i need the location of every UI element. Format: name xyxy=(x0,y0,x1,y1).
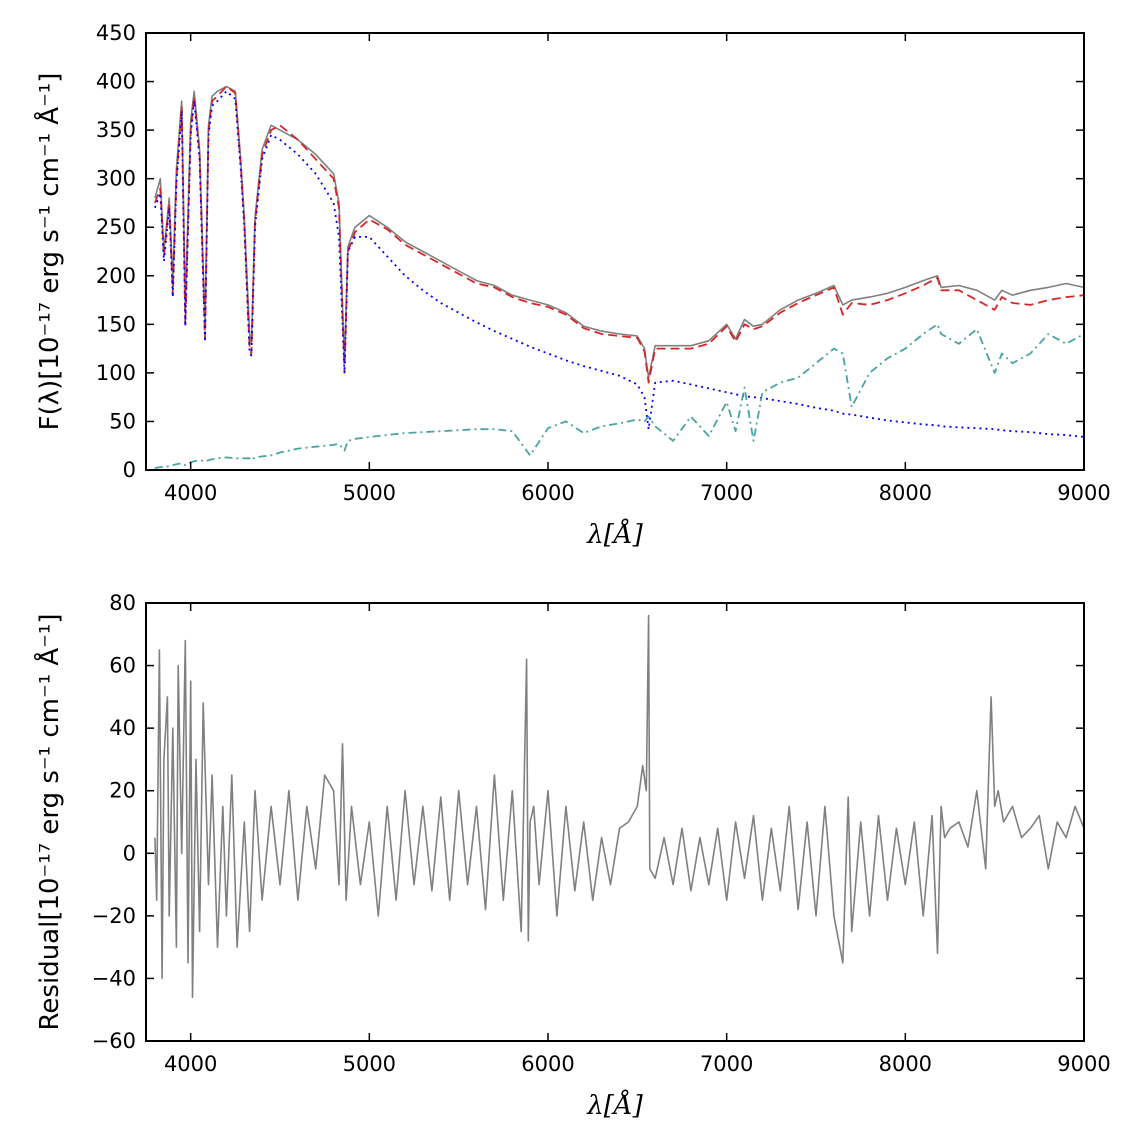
x-tick-label: 6000 xyxy=(521,481,574,505)
y-tick-label: 450 xyxy=(96,21,136,45)
x-tick-label: 7000 xyxy=(700,1052,753,1076)
y-tick-label: −40 xyxy=(92,966,136,990)
y-tick-label: 250 xyxy=(96,215,136,239)
x-tick-label: 6000 xyxy=(521,1052,574,1076)
y-tick-label: −60 xyxy=(92,1029,136,1053)
y-tick-label: 0 xyxy=(123,458,136,482)
y-tick-label: 200 xyxy=(96,264,136,288)
y-tick-label: 400 xyxy=(96,70,136,94)
y-tick-label: 20 xyxy=(109,779,136,803)
axes-frame xyxy=(145,602,1085,1042)
x-tick-label: 8000 xyxy=(879,481,932,505)
x-axis-label: λ[Å] xyxy=(586,518,643,550)
y-axis-label: Residual[10⁻¹⁷ erg s⁻¹ cm⁻¹ Å⁻¹] xyxy=(33,614,65,1031)
x-tick-label: 5000 xyxy=(343,1052,396,1076)
y-tick-label: 80 xyxy=(109,591,136,615)
y-tick-label: 350 xyxy=(96,118,136,142)
x-tick-label: 5000 xyxy=(343,481,396,505)
series-line-model xyxy=(154,85,1084,384)
residual-panel: 4000 5000 6000 7000 8000 9000 −60 −40 −20 0 20 40 60… xyxy=(33,591,1111,1121)
series-line-component-2 xyxy=(154,323,1084,469)
x-tick-label: 9000 xyxy=(1057,481,1110,505)
y-tick-label: 60 xyxy=(109,654,136,678)
x-tick-label: 4000 xyxy=(164,481,217,505)
series-line-residual xyxy=(154,614,1084,999)
spectrum-panel: 4000 5000 6000 7000 8000 9000 0 50 100 150 200 250 3… xyxy=(33,21,1111,550)
y-tick-label: 40 xyxy=(109,716,136,740)
y-tick-label: 50 xyxy=(109,409,136,433)
y-tick-label: 150 xyxy=(96,312,136,336)
y-tick-label: 300 xyxy=(96,167,136,191)
x-axis-label: λ[Å] xyxy=(586,1089,643,1121)
x-tick-label: 4000 xyxy=(164,1052,217,1076)
x-tick-label: 7000 xyxy=(700,481,753,505)
y-axis-label: F(λ)[10⁻¹⁷ erg s⁻¹ cm⁻¹ Å⁻¹] xyxy=(33,73,65,431)
series-line-observed xyxy=(154,85,1084,379)
y-tick-label: −20 xyxy=(92,904,136,928)
y-tick-label: 100 xyxy=(96,361,136,385)
x-tick-label: 9000 xyxy=(1057,1052,1110,1076)
series-line-component-1 xyxy=(154,90,1084,438)
y-tick-label: 0 xyxy=(123,841,136,865)
x-tick-label: 8000 xyxy=(879,1052,932,1076)
axes-frame xyxy=(145,32,1085,471)
